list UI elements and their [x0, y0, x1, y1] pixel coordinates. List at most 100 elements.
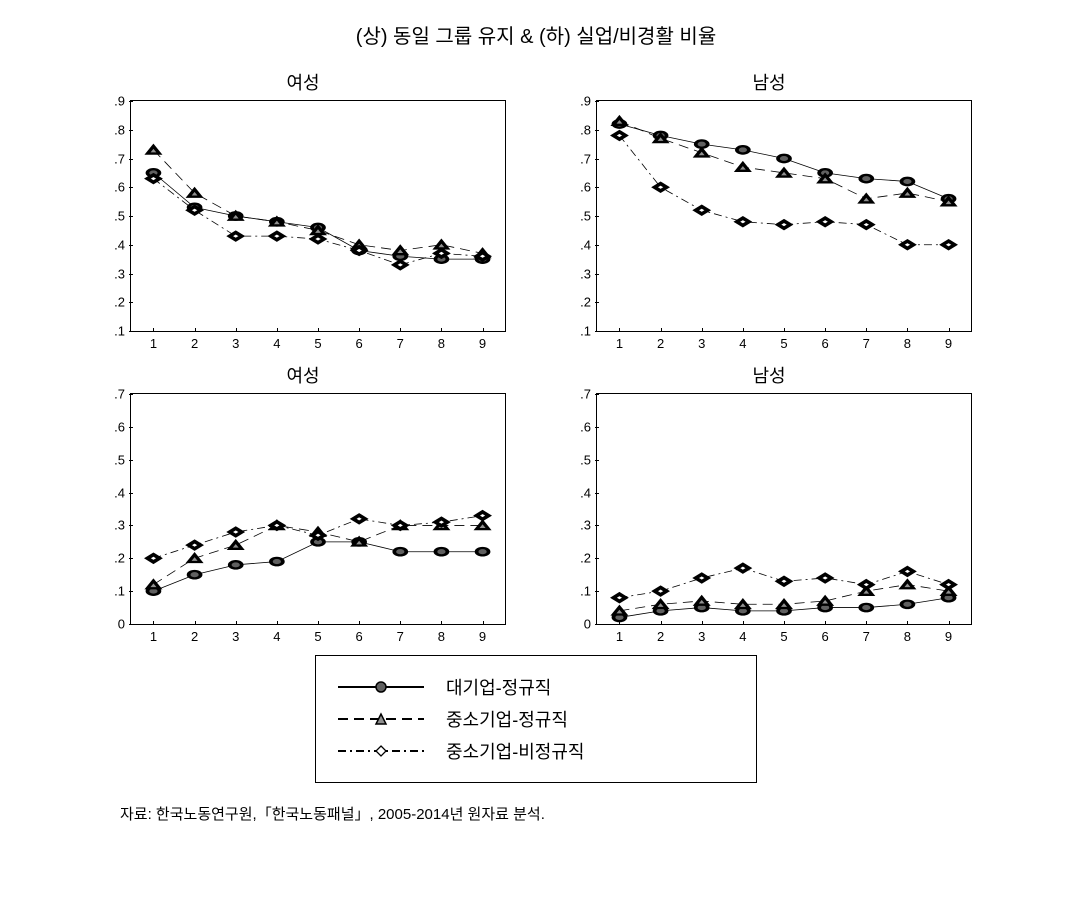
y-tick-label: .4 [580, 237, 591, 252]
x-tick-label: 3 [232, 336, 239, 351]
y-tick-label: .7 [580, 151, 591, 166]
legend-label: 중소기업-정규직 [446, 706, 568, 732]
y-tick-label: .2 [114, 295, 125, 310]
y-tick-label: .6 [580, 419, 591, 434]
x-axis: 123456789 [131, 333, 505, 353]
y-tick-label: .2 [114, 551, 125, 566]
x-axis: 123456789 [597, 333, 971, 353]
plot-svg [597, 394, 971, 624]
x-tick-label: 6 [822, 629, 829, 644]
x-tick-label: 4 [739, 336, 746, 351]
x-tick-label: 4 [739, 629, 746, 644]
y-tick-label: .5 [114, 209, 125, 224]
legend: 대기업-정규직중소기업-정규직중소기업-비정규직 [315, 655, 757, 783]
y-tick-label: .7 [580, 387, 591, 402]
x-tick-label: 5 [314, 336, 321, 351]
y-tick-label: .3 [580, 266, 591, 281]
y-tick-label: 0 [118, 617, 125, 632]
y-tick-label: .2 [580, 295, 591, 310]
y-tick-label: .8 [580, 122, 591, 137]
chart-container: (상) 동일 그룹 유지 & (하) 실업/비경활 비율 여성.1.2.3.4.… [20, 20, 1052, 824]
x-tick-label: 8 [438, 629, 445, 644]
footnote: 자료: 한국노동연구원,「한국노동패널」, 2005-2014년 원자료 분석. [120, 803, 1052, 824]
y-tick-label: .1 [580, 324, 591, 339]
y-tick-label: 0 [584, 617, 591, 632]
x-tick-label: 1 [150, 336, 157, 351]
y-tick-label: .4 [580, 485, 591, 500]
y-tick-label: .3 [114, 266, 125, 281]
panel-title: 남성 [566, 362, 972, 388]
x-tick-label: 1 [150, 629, 157, 644]
x-tick-label: 3 [698, 336, 705, 351]
main-title: (상) 동일 그룹 유지 & (하) 실업/비경활 비율 [20, 20, 1052, 49]
y-tick-label: .7 [114, 387, 125, 402]
panel-title: 여성 [100, 69, 506, 95]
panel: 남성 0.1.2.3.4.5.6.7123456789 [566, 362, 972, 625]
x-tick-label: 4 [273, 629, 280, 644]
panel: 여성 .1.2.3.4.5.6.7.8.9123456789 [100, 69, 506, 332]
x-tick-label: 6 [822, 336, 829, 351]
legend-line-sample [336, 677, 426, 697]
x-tick-label: 6 [356, 629, 363, 644]
y-tick-label: .1 [114, 584, 125, 599]
x-tick-label: 2 [191, 336, 198, 351]
legend-line-sample [336, 709, 426, 729]
legend-row: 대기업-정규직 [336, 674, 736, 700]
chart-area: 0.1.2.3.4.5.6.7123456789 [130, 393, 506, 625]
y-tick-label: .2 [580, 551, 591, 566]
x-tick-label: 5 [780, 336, 787, 351]
y-tick-label: .6 [114, 180, 125, 195]
chart-area: .1.2.3.4.5.6.7.8.9123456789 [130, 100, 506, 332]
legend-label: 대기업-정규직 [446, 674, 551, 700]
x-tick-label: 9 [479, 629, 486, 644]
y-tick-label: .3 [114, 518, 125, 533]
x-tick-label: 2 [657, 336, 664, 351]
y-tick-label: .5 [114, 452, 125, 467]
y-tick-mark [595, 624, 599, 625]
y-tick-mark [129, 624, 133, 625]
plot-svg [597, 101, 971, 331]
y-tick-label: .1 [580, 584, 591, 599]
y-tick-label: .9 [580, 94, 591, 109]
panel: 남성.1.2.3.4.5.6.7.8.9123456789 [566, 69, 972, 332]
x-tick-label: 8 [904, 629, 911, 644]
y-tick-label: .9 [114, 94, 125, 109]
y-tick-label: .5 [580, 209, 591, 224]
y-tick-mark [129, 331, 133, 332]
x-tick-label: 3 [698, 629, 705, 644]
x-tick-label: 8 [904, 336, 911, 351]
x-axis: 123456789 [597, 626, 971, 646]
x-tick-label: 7 [397, 629, 404, 644]
y-axis: 0.1.2.3.4.5.6.7 [569, 394, 594, 624]
x-tick-label: 3 [232, 629, 239, 644]
legend-row: 중소기업-비정규직 [336, 738, 736, 764]
legend-line-sample [336, 741, 426, 761]
y-axis: .1.2.3.4.5.6.7.8.9 [569, 101, 594, 331]
y-tick-label: .8 [114, 122, 125, 137]
x-tick-label: 5 [780, 629, 787, 644]
y-tick-label: .1 [114, 324, 125, 339]
x-tick-label: 9 [945, 629, 952, 644]
panel: 여성 0.1.2.3.4.5.6.7123456789 [100, 362, 506, 625]
y-axis: .1.2.3.4.5.6.7.8.9 [103, 101, 128, 331]
chart-area: 0.1.2.3.4.5.6.7123456789 [596, 393, 972, 625]
x-tick-label: 7 [397, 336, 404, 351]
x-tick-label: 2 [191, 629, 198, 644]
chart-area: .1.2.3.4.5.6.7.8.9123456789 [596, 100, 972, 332]
x-tick-label: 6 [356, 336, 363, 351]
panel-title: 여성 [100, 362, 506, 388]
y-tick-label: .7 [114, 151, 125, 166]
y-tick-label: .6 [114, 419, 125, 434]
y-axis: 0.1.2.3.4.5.6.7 [103, 394, 128, 624]
panel-grid: 여성.1.2.3.4.5.6.7.8.9123456789남성.1.2.3.4.… [100, 69, 972, 625]
x-tick-label: 2 [657, 629, 664, 644]
x-tick-label: 4 [273, 336, 280, 351]
legend-row: 중소기업-정규직 [336, 706, 736, 732]
y-tick-label: .6 [580, 180, 591, 195]
x-tick-label: 9 [945, 336, 952, 351]
y-tick-label: .5 [580, 452, 591, 467]
x-tick-label: 7 [863, 336, 870, 351]
y-tick-label: .4 [114, 485, 125, 500]
plot-svg [131, 394, 505, 624]
x-tick-label: 7 [863, 629, 870, 644]
